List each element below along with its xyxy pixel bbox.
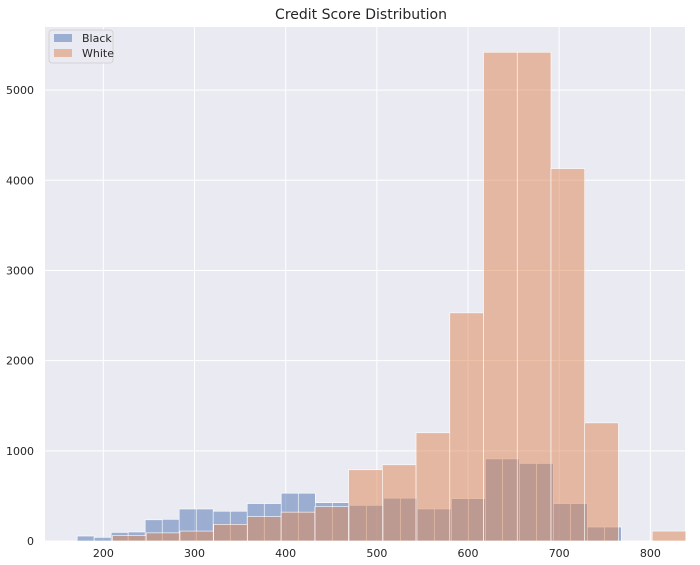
y-tick-label: 5000	[6, 84, 34, 97]
y-tick-label: 2000	[6, 355, 34, 368]
bar-white	[112, 535, 147, 542]
bar-white	[213, 524, 248, 542]
y-tick-label: 0	[27, 535, 34, 548]
bar-white	[516, 51, 552, 542]
bar-white	[584, 422, 619, 542]
bar-white	[382, 464, 417, 542]
y-tick-label: 4000	[6, 174, 34, 187]
legend: Black White	[48, 29, 114, 64]
x-axis-ticks: 200 300 400 500 600 700 800	[93, 547, 661, 560]
bar-white	[247, 516, 282, 542]
bar-black	[93, 537, 112, 542]
x-tick-label: 200	[93, 547, 114, 560]
x-tick-label: 500	[366, 547, 387, 560]
legend-swatch-white	[54, 49, 72, 57]
bar-white	[651, 530, 687, 542]
bar-white	[415, 432, 451, 542]
x-tick-label: 800	[640, 547, 661, 560]
bar-white	[179, 530, 214, 542]
y-tick-label: 1000	[6, 445, 34, 458]
bar-white	[348, 469, 383, 542]
bar-white	[145, 532, 181, 542]
chart-title: Credit Score Distribution	[275, 7, 447, 23]
bar-white	[550, 168, 586, 542]
bar-black	[76, 535, 95, 542]
x-tick-label: 300	[184, 547, 205, 560]
y-axis-ticks: 0 1000 2000 3000 4000 5000	[6, 84, 34, 548]
bar-white	[449, 312, 484, 542]
series-white-bars	[112, 51, 687, 542]
x-tick-label: 700	[549, 547, 570, 560]
bar-white	[483, 51, 518, 542]
legend-label-black: Black	[82, 32, 112, 45]
y-tick-label: 3000	[6, 264, 34, 277]
legend-swatch-black	[54, 34, 72, 42]
bar-white	[314, 506, 349, 542]
x-tick-label: 400	[275, 547, 296, 560]
x-tick-label: 600	[458, 547, 479, 560]
bar-white	[280, 511, 316, 542]
legend-label-white: White	[82, 47, 114, 60]
